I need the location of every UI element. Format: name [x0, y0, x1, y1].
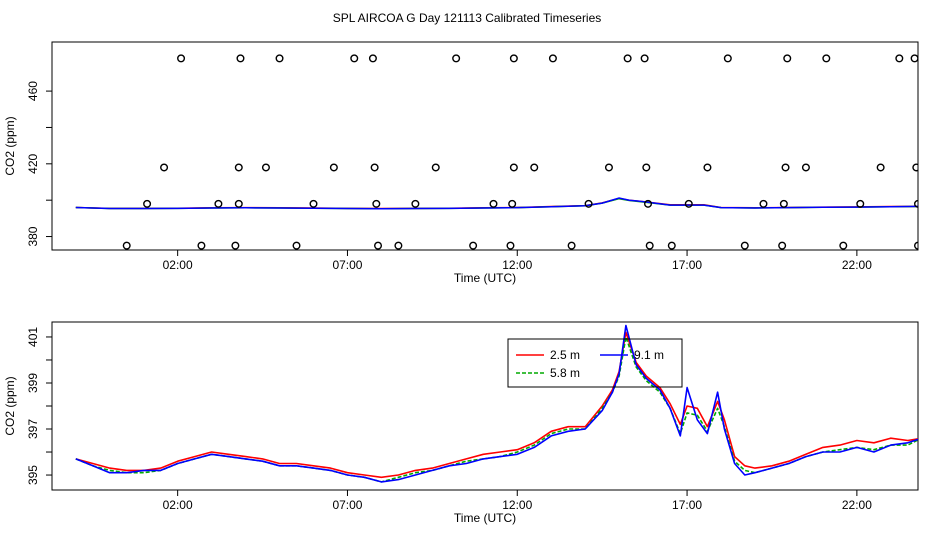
- data-point: [394, 241, 403, 250]
- data-point: [530, 163, 539, 172]
- y-axis-label: CO2 (ppm): [3, 116, 17, 175]
- series-line: [75, 336, 918, 483]
- x-axis-label: Time (UTC): [454, 271, 516, 285]
- legend: 2.5 m 9.1 m 5.8 m: [507, 338, 683, 388]
- data-point: [236, 54, 245, 63]
- data-point: [292, 241, 301, 250]
- legend-label: 2.5 m: [550, 348, 580, 362]
- data-point: [584, 199, 593, 208]
- series-line: [75, 324, 918, 483]
- y-tick-label: 401: [26, 327, 40, 347]
- data-point: [740, 241, 749, 250]
- y-tick-label: 395: [26, 465, 40, 485]
- y-tick-label: 380: [26, 226, 40, 246]
- data-point: [411, 199, 420, 208]
- plot-frame: [51, 321, 919, 491]
- data-point: [623, 54, 632, 63]
- data-point: [822, 54, 831, 63]
- y-tick-label: 399: [26, 373, 40, 393]
- x-tick-label: 17:00: [672, 258, 702, 272]
- data-point: [489, 199, 498, 208]
- data-point: [667, 241, 676, 250]
- data-point: [275, 54, 284, 63]
- x-tick-label: 22:00: [842, 498, 872, 512]
- data-point: [214, 199, 223, 208]
- scatter-panel-line: [75, 197, 918, 210]
- data-point: [778, 241, 787, 250]
- legend-label: 5.8 m: [550, 366, 580, 380]
- scatter-panel: 02:00 07:00 12:00 17:00 22:00 380 420 460 Time (…: [3, 41, 919, 285]
- data-point: [231, 241, 240, 250]
- data-point: [783, 54, 792, 63]
- data-point: [801, 163, 810, 172]
- x-axis-label: Time (UTC): [454, 511, 516, 525]
- data-point: [856, 199, 865, 208]
- data-point: [910, 54, 918, 63]
- legend-box: [507, 338, 683, 388]
- data-point: [372, 199, 381, 208]
- data-point: [452, 54, 461, 63]
- data-point: [370, 163, 379, 172]
- data-point: [839, 241, 848, 250]
- data-point: [912, 163, 918, 172]
- y-axis-label: CO2 (ppm): [3, 376, 17, 435]
- series-line: [75, 331, 918, 479]
- data-point: [234, 199, 243, 208]
- data-point: [914, 241, 918, 250]
- x-tick-label: 12:00: [502, 258, 532, 272]
- data-point: [509, 163, 518, 172]
- data-point: [469, 241, 478, 250]
- data-point: [506, 241, 515, 250]
- figure-title: SPL AIRCOA G Day 121113 Calibrated Times…: [333, 11, 602, 25]
- plot-area: [75, 54, 918, 250]
- data-point: [509, 54, 518, 63]
- data-point: [177, 54, 186, 63]
- data-point: [143, 199, 152, 208]
- data-point: [642, 163, 651, 172]
- legend-label: 9.1 m: [634, 348, 664, 362]
- data-point: [548, 54, 557, 63]
- data-point: [640, 54, 649, 63]
- data-point: [759, 199, 768, 208]
- plot-frame: [51, 41, 919, 251]
- data-point: [567, 241, 576, 250]
- data-point: [197, 241, 206, 250]
- data-point: [779, 199, 788, 208]
- x-tick-label: 02:00: [163, 258, 193, 272]
- data-point: [914, 199, 918, 208]
- data-point: [684, 199, 693, 208]
- y-tick-label: 397: [26, 419, 40, 439]
- data-point: [350, 54, 359, 63]
- y-tick-label: 420: [26, 153, 40, 173]
- data-point: [122, 241, 131, 250]
- x-tick-label: 22:00: [842, 258, 872, 272]
- data-point: [604, 163, 613, 172]
- data-point: [508, 199, 517, 208]
- data-point: [261, 163, 270, 172]
- x-tick-label: 17:00: [672, 498, 702, 512]
- data-point: [645, 241, 654, 250]
- data-point: [160, 163, 169, 172]
- y-tick-label: 460: [26, 81, 40, 101]
- data-point: [781, 163, 790, 172]
- data-point: [644, 199, 653, 208]
- x-tick-label: 07:00: [332, 258, 362, 272]
- x-tick-label: 07:00: [332, 498, 362, 512]
- line-panel: 02:00 07:00 12:00 17:00 22:00 395 397 399 401 Tim…: [3, 321, 919, 525]
- data-point: [374, 241, 383, 250]
- data-point: [703, 163, 712, 172]
- plot-area: [75, 324, 918, 483]
- x-tick-label: 02:00: [163, 498, 193, 512]
- data-point: [309, 199, 318, 208]
- data-point: [329, 163, 338, 172]
- data-point: [876, 163, 885, 172]
- data-point: [723, 54, 732, 63]
- data-point: [234, 163, 243, 172]
- x-tick-label: 12:00: [502, 498, 532, 512]
- data-point: [431, 163, 440, 172]
- data-point: [368, 54, 377, 63]
- data-point: [895, 54, 904, 63]
